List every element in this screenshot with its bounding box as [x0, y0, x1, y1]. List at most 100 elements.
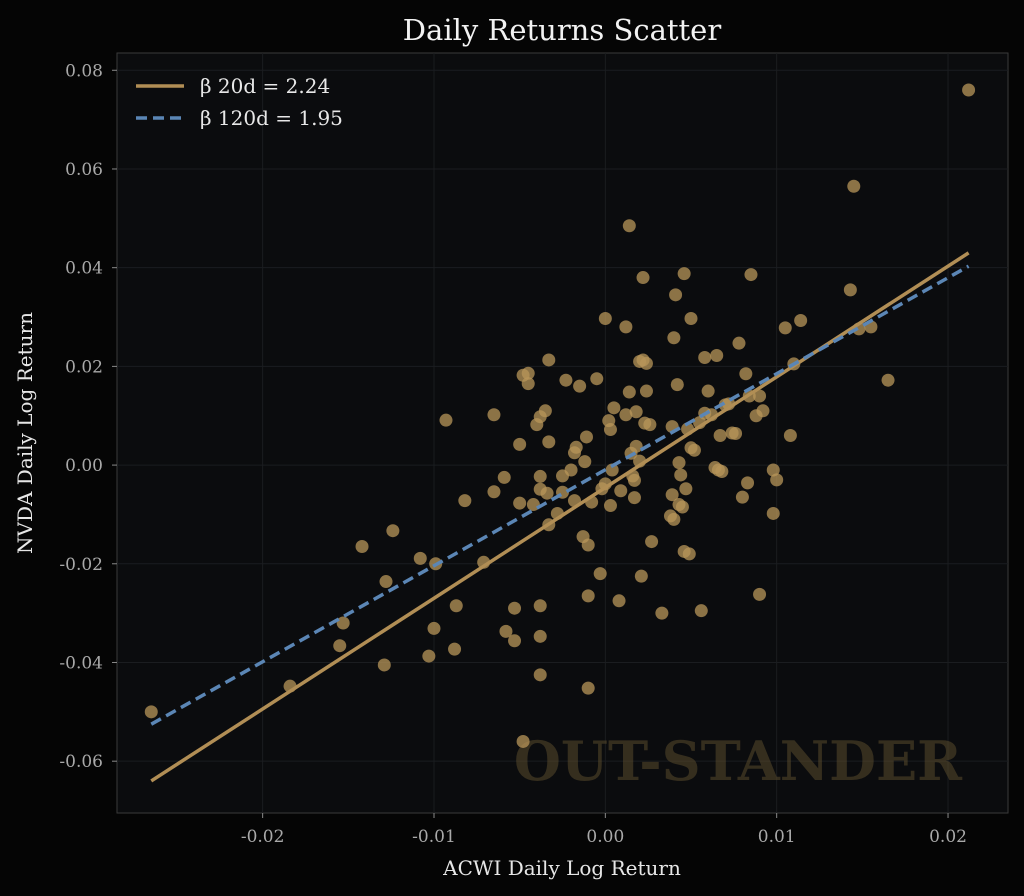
legend-label-beta-120d: β 120d = 1.95	[200, 106, 343, 130]
scatter-point	[622, 385, 636, 399]
scatter-point	[379, 575, 393, 589]
scatter-point	[701, 384, 715, 398]
scatter-point	[741, 476, 755, 490]
chart-title: Daily Returns Scatter	[403, 13, 722, 47]
fit-lines	[150, 251, 970, 783]
scatter-point	[847, 179, 861, 193]
scatter-point	[542, 353, 556, 367]
axis-ticks: -0.02 -0.01 0.00 0.01 0.02 -0.06 -0.04 -0.02 0.0…	[59, 61, 967, 847]
scatter-point	[783, 428, 797, 442]
scatter-point	[581, 538, 595, 552]
x-tick-label: 0.00	[586, 827, 624, 847]
scatter-point	[533, 599, 547, 613]
scatter-point	[487, 485, 501, 499]
scatter-point	[687, 443, 701, 457]
scatter-point	[386, 524, 400, 538]
x-tick-label: -0.01	[412, 827, 456, 847]
scatter-point	[422, 649, 436, 663]
scatter-point	[603, 499, 617, 513]
scatter-point	[144, 705, 158, 719]
scatter-point	[413, 551, 427, 565]
legend-label-beta-20d: β 20d = 2.24	[200, 74, 330, 98]
scatter-point	[665, 488, 679, 502]
scatter-point	[521, 366, 535, 380]
scatter-point	[735, 490, 749, 504]
scatter-point	[667, 512, 681, 526]
scatter-point	[766, 506, 780, 520]
scatter-point	[881, 373, 895, 387]
scatter-point	[756, 404, 770, 418]
scatter-point	[581, 681, 595, 695]
plot-area	[116, 52, 1009, 814]
scatter-point	[669, 288, 683, 302]
scatter-point	[538, 404, 552, 418]
scatter-point	[508, 634, 522, 648]
scatter-point	[533, 469, 547, 483]
scatter-point	[448, 642, 462, 656]
y-tick-label: 0.06	[65, 160, 103, 180]
y-tick-label: 0.08	[65, 61, 103, 81]
scatter-point	[770, 473, 784, 487]
scatter-point	[612, 594, 626, 608]
scatter-point	[672, 456, 686, 470]
scatter-point	[579, 430, 593, 444]
scatter-point	[573, 379, 587, 393]
scatter-point	[698, 350, 712, 364]
scatter-point	[639, 356, 653, 370]
scatter-point	[516, 734, 530, 748]
fit-line-beta-20d	[150, 251, 970, 783]
scatter-point	[670, 378, 684, 392]
scatter-point	[607, 401, 621, 415]
scatter-point	[513, 496, 527, 510]
y-tick-label: -0.02	[59, 555, 103, 575]
scatter-point	[564, 463, 578, 477]
scatter-point	[526, 498, 540, 512]
scatter-point	[619, 320, 633, 334]
scatter-point	[497, 470, 511, 484]
x-tick-label: -0.02	[241, 827, 285, 847]
scatter-point	[377, 658, 391, 672]
scatter-point	[487, 408, 501, 422]
scatter-point	[581, 589, 595, 603]
scatter-point	[513, 437, 527, 451]
scatter-point	[629, 405, 643, 419]
scatter-point	[593, 567, 607, 581]
scatter-point	[655, 606, 669, 620]
scatter-point	[427, 621, 441, 635]
y-tick-label: 0.02	[65, 357, 103, 377]
x-tick-label: 0.02	[929, 827, 967, 847]
scatter-point	[355, 540, 369, 554]
watermark: OUT-STANDER	[514, 729, 963, 793]
scatter-point	[559, 373, 573, 387]
scatter-point	[694, 604, 708, 618]
scatter-point	[778, 321, 792, 335]
scatter-point	[684, 312, 698, 326]
scatter-point	[739, 367, 753, 381]
scatter-point	[677, 267, 691, 281]
scatter-point	[533, 629, 547, 643]
scatter-point	[540, 486, 554, 500]
y-axis-title: NVDA Daily Log Return	[13, 312, 37, 554]
scatter-point	[629, 439, 643, 453]
scatter-point	[499, 624, 513, 638]
scatter-point	[682, 547, 696, 561]
scatter-point	[715, 464, 729, 478]
scatter-point	[766, 463, 780, 477]
scatter-points	[144, 83, 976, 748]
scatter-point	[744, 268, 758, 282]
scatter-point	[619, 408, 633, 422]
scatter-point	[603, 423, 617, 437]
scatter-point	[627, 473, 641, 487]
scatter-point	[627, 491, 641, 505]
x-tick-label: 0.01	[758, 827, 796, 847]
y-tick-label: -0.04	[59, 653, 103, 673]
scatter-point	[336, 616, 350, 630]
scatter-point	[333, 639, 347, 653]
scatter-point	[729, 426, 743, 440]
scatter-point	[713, 428, 727, 442]
scatter-point	[521, 377, 535, 391]
scatter-point	[439, 413, 453, 427]
scatter-point	[458, 494, 472, 508]
scatter-point	[794, 313, 808, 327]
